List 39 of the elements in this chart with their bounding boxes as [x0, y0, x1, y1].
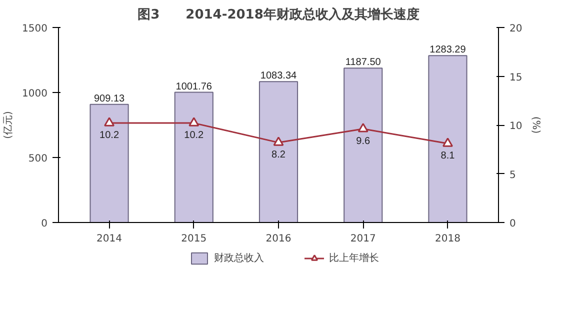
chart-title: 图3 2014-2018年财政总收入及其增长速度 — [138, 6, 420, 22]
point — [188, 117, 200, 126]
y-tick-label: 0 — [41, 218, 48, 230]
data-label: 1187.50 — [345, 57, 382, 68]
x-tick-label: 2017 — [350, 234, 376, 244]
y-tick-label: 1000 — [22, 88, 48, 100]
data-label: 9.6 — [356, 136, 371, 147]
point — [104, 117, 115, 126]
data-label: 8.1 — [440, 150, 456, 162]
data-label: 909.13 — [94, 93, 125, 104]
y2-tick-label: 0 — [510, 218, 516, 230]
y2-tick-label: 20 — [510, 24, 522, 34]
y-tick-label: 500 — [28, 154, 48, 164]
point — [442, 138, 453, 147]
x-tick-label: 2018 — [435, 234, 460, 244]
x-tick-label: 2014 — [96, 234, 122, 244]
bar — [90, 104, 129, 222]
legend-label: 财政总收入 — [214, 252, 264, 265]
y2-tick-label: 5 — [510, 170, 516, 181]
point — [273, 136, 284, 146]
data-label: 1283.29 — [430, 44, 466, 56]
x-tick-label: 2016 — [266, 234, 292, 244]
y-axis-title: (亿元) — [3, 111, 14, 139]
y2-tick-label: 10 — [510, 121, 522, 132]
bar — [258, 81, 298, 222]
data-label: 8.2 — [272, 150, 286, 161]
bar — [428, 55, 468, 222]
x-tick-label: 2015 — [181, 234, 207, 244]
bar — [344, 68, 383, 222]
bar — [174, 92, 214, 222]
point — [358, 122, 368, 132]
y2-axis-title: (%) — [530, 116, 542, 134]
data-label: 1083.34 — [260, 70, 298, 82]
y-tick-label: 1500 — [22, 24, 48, 34]
legend-label: 比上年增长 — [329, 252, 379, 265]
data-label: 10.2 — [184, 130, 204, 142]
y2-tick-label: 15 — [510, 72, 522, 84]
data-label: 10.2 — [100, 130, 120, 142]
data-label: 1001.76 — [176, 81, 212, 92]
